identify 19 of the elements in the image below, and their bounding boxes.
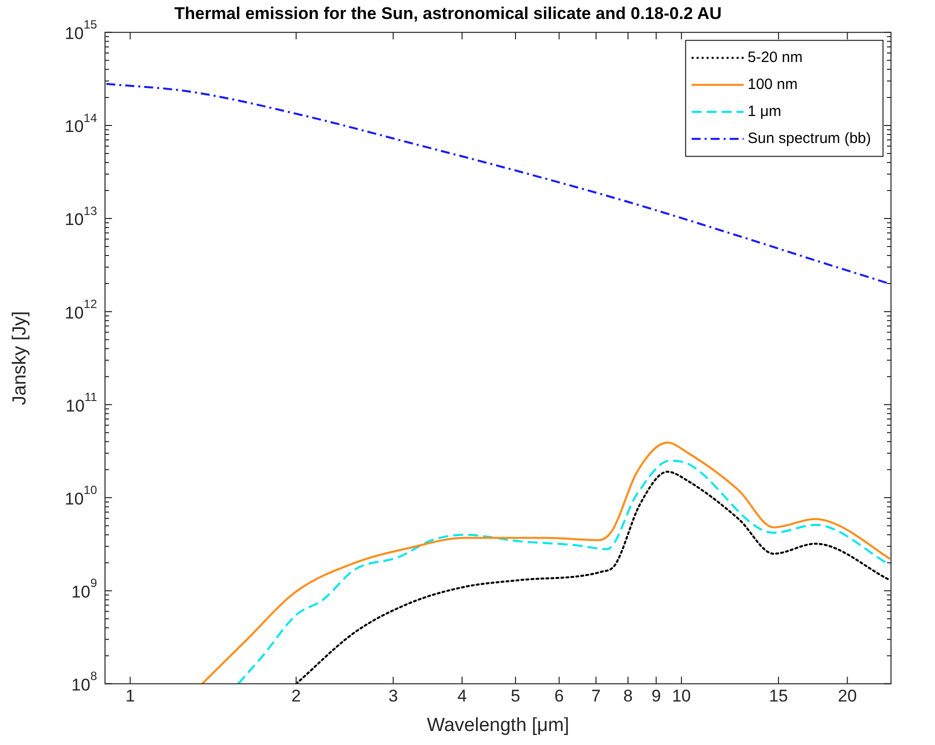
legend-label: 5-20 nm [748, 49, 803, 66]
legend-label: Sun spectrum (bb) [748, 130, 872, 148]
x-tick-label: 4 [457, 686, 467, 706]
x-axis-title: Wavelength [μm] [426, 714, 570, 736]
x-tick-label: 2 [291, 686, 301, 706]
x-tick-label: 10 [672, 686, 691, 706]
x-tick-label: 3 [388, 686, 398, 706]
chart-title: Thermal emission for the Sun, astronomical silicate and 0.18-0.2 AU [174, 4, 722, 23]
y-axis-title: Jansky [Jy] [10, 311, 31, 406]
x-tick-label: 8 [623, 686, 633, 706]
x-tick-label: 5 [510, 686, 520, 706]
x-tick-label: 9 [651, 686, 661, 706]
x-tick-label: 15 [769, 686, 788, 706]
x-tick-label: 20 [838, 686, 857, 706]
legend-label: 1 μm [748, 103, 782, 120]
x-tick-label: 6 [554, 686, 564, 706]
x-tick-label: 7 [591, 686, 601, 706]
x-tick-label: 1 [125, 686, 135, 706]
legend-label: 100 nm [748, 76, 798, 94]
